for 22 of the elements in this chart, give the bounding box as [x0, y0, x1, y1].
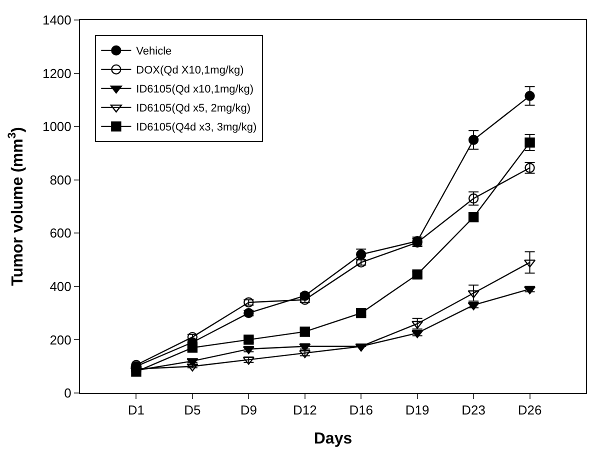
- y-tick-label: 600: [50, 226, 72, 241]
- x-tick-label: D23: [462, 402, 486, 418]
- y-tick-label: 200: [50, 332, 72, 348]
- y-tick-label: 400: [50, 278, 72, 294]
- x-tick-label: D26: [518, 402, 542, 418]
- x-tick-label: D19: [405, 402, 430, 418]
- x-tick-label: D16: [349, 402, 374, 418]
- y-tick-label: 1200: [42, 66, 72, 81]
- x-axis-title: Days: [314, 430, 352, 448]
- legend-label: DOX(Qd X10,1mg/kg): [136, 64, 244, 77]
- y-tick-label: 0: [64, 386, 72, 401]
- x-tick-label: D9: [240, 402, 257, 418]
- legend-label: ID6105(Qd x10,1mg/kg): [136, 84, 254, 96]
- x-tick-label: D5: [184, 402, 201, 418]
- legend-label: ID6105(Qd x5, 2mg/kg): [136, 102, 251, 115]
- x-tick-label: D1: [128, 402, 145, 418]
- y-tick-label: 1000: [42, 119, 72, 134]
- y-tick-label: 1400: [42, 12, 72, 28]
- legend-label: ID6105(Q4d x3, 3mg/kg): [136, 122, 257, 134]
- x-tick-label: D12: [292, 402, 317, 418]
- legend-label: Vehicle: [136, 46, 172, 58]
- y-tick-label: 800: [50, 172, 72, 188]
